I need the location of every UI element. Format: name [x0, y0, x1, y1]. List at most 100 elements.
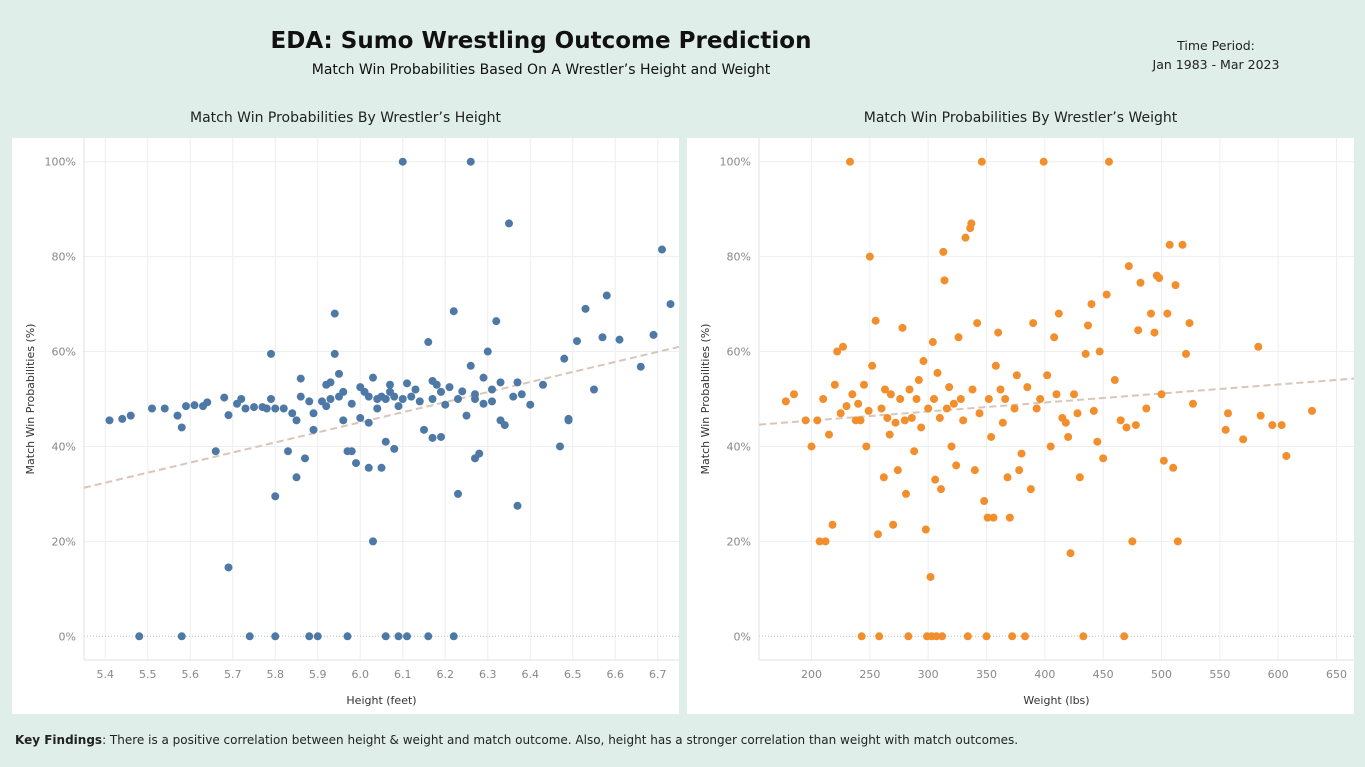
data-point[interactable]: [390, 444, 399, 453]
data-point[interactable]: [860, 380, 868, 389]
data-point[interactable]: [1064, 432, 1073, 441]
data-point[interactable]: [871, 316, 880, 325]
data-point[interactable]: [505, 219, 513, 228]
data-point[interactable]: [381, 437, 390, 446]
data-point[interactable]: [902, 489, 910, 498]
data-point[interactable]: [907, 413, 916, 422]
data-point[interactable]: [177, 632, 186, 641]
data-point[interactable]: [279, 404, 288, 413]
data-point[interactable]: [854, 399, 863, 408]
data-point[interactable]: [602, 291, 611, 300]
data-point[interactable]: [390, 392, 399, 401]
data-point[interactable]: [296, 392, 305, 401]
data-point[interactable]: [1099, 454, 1108, 463]
data-point[interactable]: [967, 219, 976, 228]
data-point[interactable]: [828, 520, 837, 529]
data-point[interactable]: [864, 406, 873, 415]
data-point[interactable]: [846, 157, 854, 166]
data-point[interactable]: [556, 442, 564, 451]
data-point[interactable]: [483, 347, 492, 356]
data-point[interactable]: [825, 430, 833, 439]
data-point[interactable]: [996, 385, 1005, 394]
data-point[interactable]: [970, 466, 979, 475]
data-point[interactable]: [1178, 240, 1187, 249]
data-point[interactable]: [1171, 281, 1180, 290]
data-point[interactable]: [309, 425, 318, 434]
data-point[interactable]: [886, 390, 895, 399]
data-point[interactable]: [874, 530, 882, 539]
data-point[interactable]: [938, 632, 947, 641]
data-point[interactable]: [1023, 383, 1032, 392]
data-point[interactable]: [658, 245, 666, 254]
data-point[interactable]: [190, 401, 199, 410]
data-point[interactable]: [947, 442, 956, 451]
data-point[interactable]: [445, 383, 454, 392]
data-point[interactable]: [954, 333, 963, 342]
data-point[interactable]: [1039, 157, 1048, 166]
data-point[interactable]: [875, 632, 884, 641]
data-point[interactable]: [1070, 390, 1078, 399]
data-point[interactable]: [982, 632, 991, 641]
data-point[interactable]: [1089, 406, 1098, 415]
data-point[interactable]: [1239, 435, 1248, 444]
data-point[interactable]: [526, 400, 535, 409]
data-point[interactable]: [590, 385, 598, 394]
data-point[interactable]: [865, 252, 874, 261]
data-point[interactable]: [398, 157, 407, 166]
data-point[interactable]: [1095, 347, 1104, 356]
data-point[interactable]: [898, 323, 907, 332]
data-point[interactable]: [904, 632, 913, 641]
data-point[interactable]: [432, 380, 441, 389]
data-point[interactable]: [1116, 416, 1125, 425]
data-point[interactable]: [377, 463, 386, 472]
data-point[interactable]: [347, 399, 356, 408]
data-point[interactable]: [1221, 425, 1230, 434]
data-point[interactable]: [1268, 421, 1277, 430]
data-point[interactable]: [1110, 376, 1119, 385]
data-point[interactable]: [917, 423, 926, 432]
data-point[interactable]: [932, 632, 941, 641]
data-point[interactable]: [1005, 513, 1014, 522]
data-point[interactable]: [1173, 537, 1182, 546]
data-point[interactable]: [1150, 328, 1159, 337]
data-point[interactable]: [309, 409, 318, 418]
data-point[interactable]: [893, 466, 902, 475]
data-point[interactable]: [479, 399, 488, 408]
data-point[interactable]: [862, 442, 871, 451]
data-point[interactable]: [801, 416, 810, 425]
data-point[interactable]: [420, 425, 428, 434]
data-point[interactable]: [148, 404, 156, 413]
data-point[interactable]: [1122, 423, 1131, 432]
data-point[interactable]: [343, 632, 352, 641]
data-point[interactable]: [284, 447, 292, 456]
data-point[interactable]: [322, 402, 331, 411]
data-point[interactable]: [411, 385, 420, 394]
data-point[interactable]: [1046, 442, 1055, 451]
data-point[interactable]: [1142, 404, 1151, 413]
data-point[interactable]: [224, 563, 233, 572]
data-point[interactable]: [1136, 278, 1145, 287]
data-point[interactable]: [335, 369, 343, 378]
data-point[interactable]: [1008, 632, 1017, 641]
data-point[interactable]: [245, 632, 254, 641]
data-point[interactable]: [1155, 273, 1164, 282]
data-point[interactable]: [1050, 333, 1059, 342]
data-point[interactable]: [848, 390, 857, 399]
data-point[interactable]: [118, 414, 127, 423]
data-point[interactable]: [488, 385, 496, 394]
data-point[interactable]: [296, 374, 305, 383]
data-point[interactable]: [905, 385, 914, 394]
data-point[interactable]: [428, 395, 437, 403]
data-point[interactable]: [1102, 290, 1111, 299]
data-point[interactable]: [305, 397, 314, 406]
data-point[interactable]: [910, 447, 919, 456]
data-point[interactable]: [813, 416, 822, 425]
data-point[interactable]: [1093, 437, 1102, 446]
data-point[interactable]: [271, 492, 280, 501]
data-point[interactable]: [1189, 399, 1197, 408]
data-point[interactable]: [437, 432, 445, 441]
data-point[interactable]: [666, 300, 675, 309]
data-point[interactable]: [1003, 473, 1012, 482]
data-point[interactable]: [1001, 395, 1010, 403]
data-point[interactable]: [1087, 300, 1096, 309]
